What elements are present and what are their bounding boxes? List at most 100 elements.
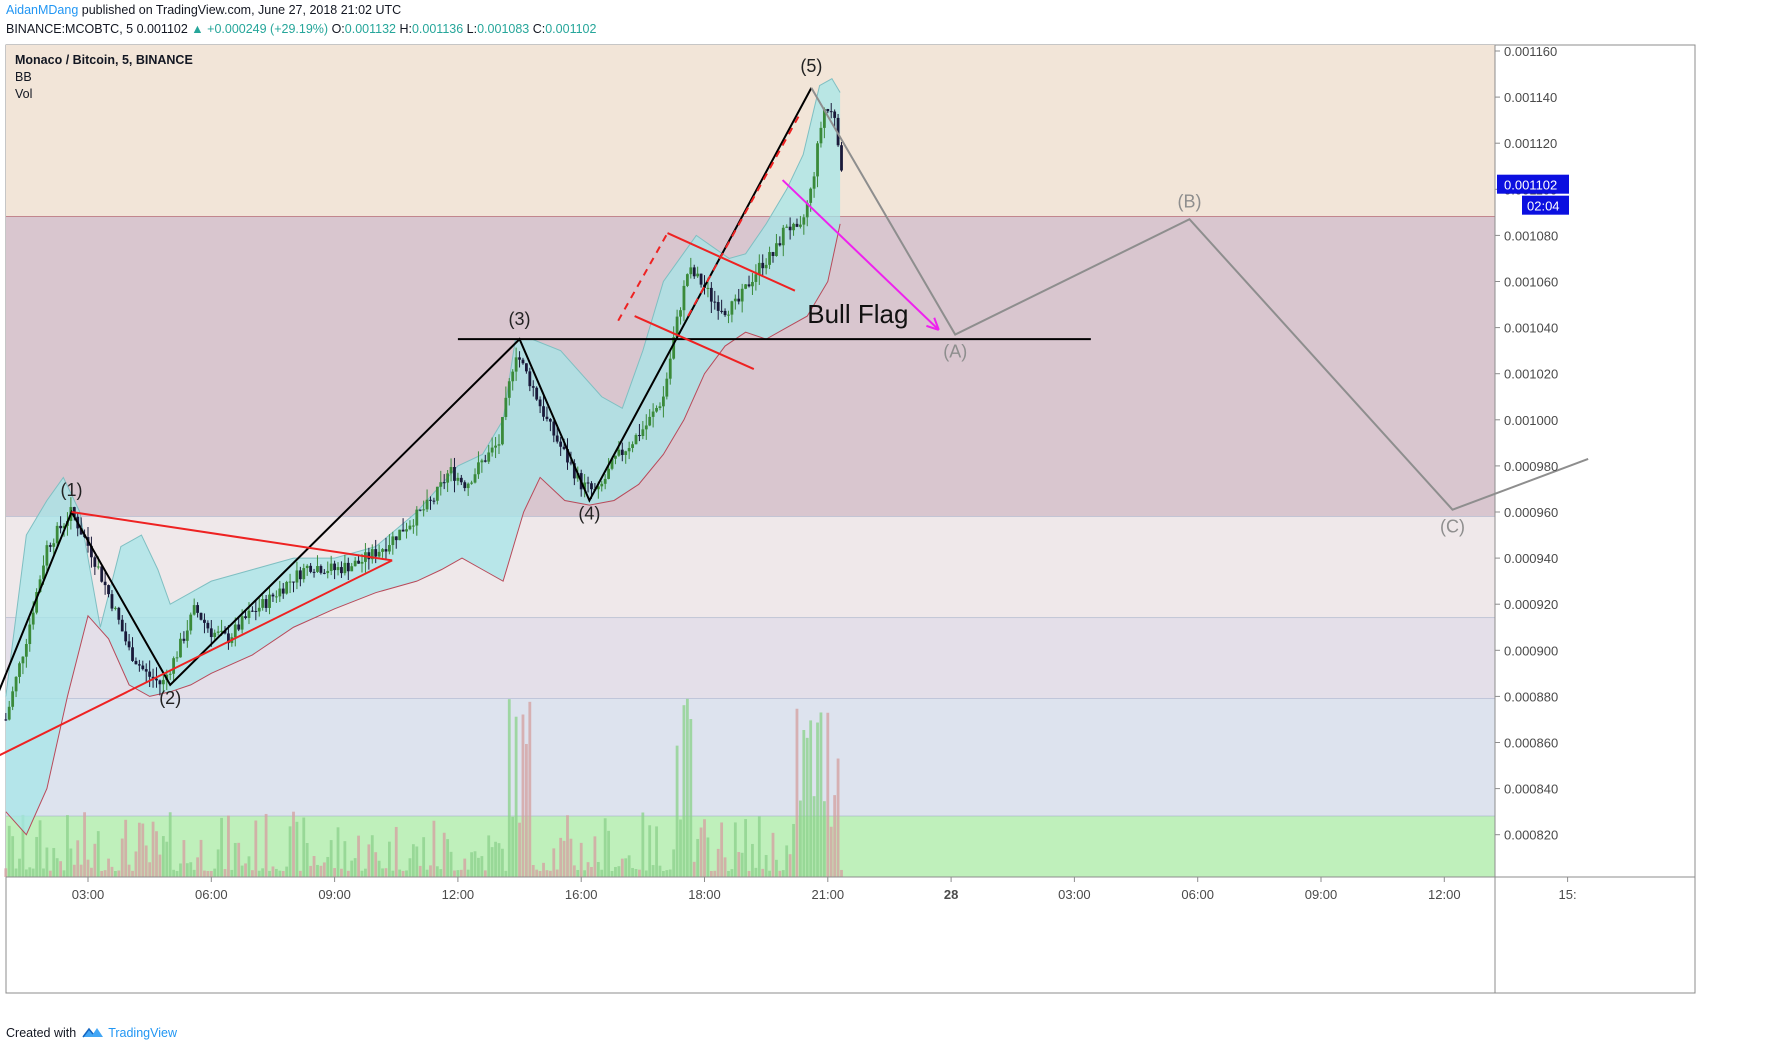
candle-body <box>415 509 419 526</box>
change-value: ▲ +0.000249 (+29.19%) <box>191 22 329 36</box>
volume-bar <box>836 758 840 877</box>
candle-body <box>124 631 128 642</box>
volume-bar <box>477 857 480 877</box>
volume-bar <box>83 812 86 877</box>
volume-bar <box>86 859 90 877</box>
volume-bar <box>757 816 761 877</box>
y-tick-label: 0.000960 <box>1504 505 1558 520</box>
tradingview-brand[interactable]: TradingView <box>82 1026 177 1040</box>
bb-lower-line <box>5 223 841 836</box>
publisher-line: AidanMDang published on TradingView.com,… <box>6 3 401 18</box>
candle-body <box>840 145 843 171</box>
volume-bar <box>703 819 706 877</box>
candle-body <box>521 359 525 364</box>
volume-bar <box>764 854 768 877</box>
legend-vol[interactable]: Vol <box>15 87 33 101</box>
author-link[interactable]: AidanMDang <box>6 3 79 17</box>
candle-body <box>316 566 319 572</box>
candle-body <box>203 619 206 623</box>
volume-bar <box>737 852 741 877</box>
candle-body <box>48 545 52 547</box>
volume-bar <box>740 852 744 877</box>
volume-bar <box>110 866 114 877</box>
candle-body <box>422 509 426 511</box>
y-tick-label: 0.001140 <box>1504 90 1557 105</box>
volume-bar <box>501 848 504 877</box>
candle-body <box>737 298 741 302</box>
candle-body <box>754 274 758 282</box>
candle-body <box>374 549 378 557</box>
volume-bar <box>792 823 795 877</box>
volume-bar <box>264 813 268 877</box>
volume-bar <box>699 827 703 877</box>
volume-bar <box>381 868 384 877</box>
volume-bar <box>816 722 819 877</box>
candle-body <box>569 462 573 464</box>
candle-body <box>14 676 18 692</box>
volume-bar <box>655 826 658 877</box>
y-tick-label: 0.000860 <box>1504 736 1558 751</box>
volume-bar <box>66 815 69 877</box>
candle-body <box>720 310 724 312</box>
volume-bar <box>316 864 319 877</box>
candle-body <box>179 638 182 658</box>
legend-bb[interactable]: BB <box>15 70 32 84</box>
volume-bar <box>572 865 576 877</box>
candle-body <box>388 545 391 552</box>
candle-body <box>723 310 727 316</box>
candle-body <box>641 429 645 437</box>
volume-bar <box>487 835 491 877</box>
y-axis[interactable]: 0.0011600.0011400.0011200.0011000.001080… <box>1494 44 1569 993</box>
candle-body <box>381 549 384 552</box>
volume-bar <box>548 870 552 877</box>
volume-bar <box>7 825 11 877</box>
volume-bar <box>285 866 289 877</box>
candle-body <box>189 614 193 631</box>
candle-body <box>62 525 66 529</box>
volume-bar <box>220 817 223 877</box>
candle-body <box>38 579 42 593</box>
volume-bar <box>401 870 405 877</box>
abc-label: (C) <box>1440 517 1465 537</box>
candle-body <box>405 529 408 532</box>
candle-body <box>658 406 662 408</box>
candle-body <box>100 566 104 582</box>
volume-bar <box>302 817 306 877</box>
candle-body <box>809 188 813 203</box>
volume-bar <box>209 870 213 877</box>
candle-body <box>31 612 35 625</box>
volume-bar <box>268 870 271 877</box>
volume-bar <box>343 841 347 877</box>
volume-bar <box>179 863 182 877</box>
volume-bar <box>59 861 62 877</box>
volume-bar <box>216 849 220 877</box>
candle-body <box>682 285 686 311</box>
volume-bar <box>137 822 141 877</box>
candle-body <box>192 605 196 615</box>
candle-body <box>466 483 470 489</box>
volume-bar <box>559 837 563 877</box>
candle-body <box>144 669 148 672</box>
candle-body <box>35 592 39 613</box>
candle-body <box>223 630 227 634</box>
candle-body <box>542 406 545 417</box>
wave-label: (1) <box>61 480 83 500</box>
volume-bar <box>449 851 453 877</box>
legend-title[interactable]: Monaco / Bitcoin, 5, BINANCE <box>15 53 193 67</box>
volume-bar <box>514 716 518 877</box>
candle-body <box>747 284 751 287</box>
volume-bar <box>155 831 158 877</box>
volume-bar <box>192 869 196 877</box>
y-tick-label: 0.001020 <box>1504 367 1558 382</box>
candle-body <box>268 594 271 608</box>
x-axis[interactable]: 03:00 06:00 09:00 12:00 16:00 18:00 21:00 28 03:… <box>6 876 1695 902</box>
volume-bar <box>398 869 402 877</box>
volume-bar <box>466 869 470 877</box>
volume-bar <box>350 860 354 877</box>
abc-label: (B) <box>1177 191 1201 211</box>
volume-bar <box>21 814 25 877</box>
volume-bar <box>367 844 371 877</box>
volume-bar <box>165 841 169 877</box>
candle-body <box>237 624 241 630</box>
